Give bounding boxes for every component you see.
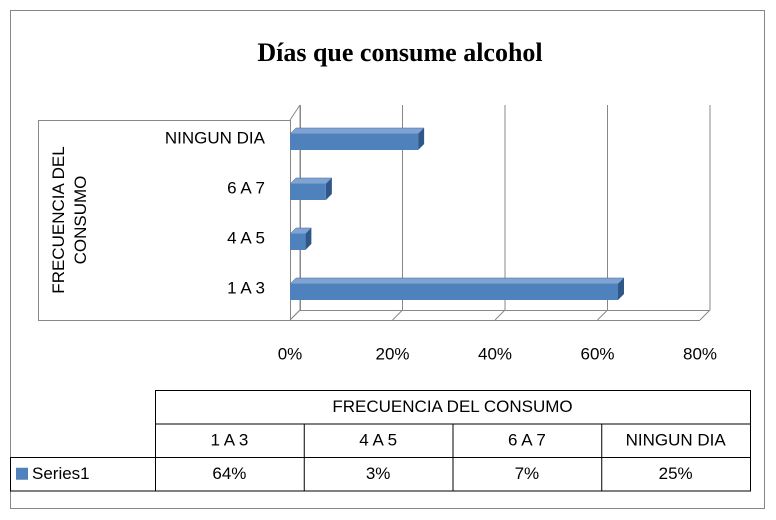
- table-value: 25%: [659, 464, 693, 483]
- x-tick-label: 60%: [580, 344, 614, 363]
- floor-grid-line: [699, 309, 711, 321]
- y-axis-title: FRECUENCIA DEL CONSUMO: [49, 146, 90, 294]
- y-tick-label: 4 A 5: [227, 228, 265, 247]
- bar-top: [289, 277, 625, 285]
- bar-side: [325, 178, 332, 200]
- table-border: [155, 390, 751, 492]
- y-tick-label: 1 A 3: [227, 278, 265, 297]
- table-category: 4 A 5: [359, 431, 397, 450]
- bar: [290, 134, 419, 150]
- bar-top: [289, 177, 333, 185]
- table-value: 3%: [366, 464, 391, 483]
- x-tick-label: 0%: [278, 344, 303, 363]
- floor-grid-line: [392, 309, 403, 321]
- table-category: 1 A 3: [210, 431, 248, 450]
- table-category: 6 A 7: [508, 431, 546, 450]
- floor-grid-line: [597, 309, 608, 321]
- legend-key: [16, 467, 28, 480]
- bar-top: [289, 127, 425, 135]
- table-value: 64%: [212, 464, 246, 483]
- table-header: FRECUENCIA DEL CONSUMO: [332, 397, 572, 416]
- chart-title: Días que consume alcohol: [257, 38, 542, 67]
- y-tick-label: 6 A 7: [227, 178, 265, 197]
- bar-side: [618, 278, 624, 300]
- y-tick-label: NINGUN DIA: [165, 128, 266, 147]
- bar: [290, 184, 326, 200]
- table-category: NINGUN DIA: [626, 431, 727, 450]
- legend-label: Series1: [32, 464, 90, 483]
- bar: [290, 284, 618, 300]
- floor-grid-line: [289, 309, 301, 321]
- x-tick-label: 20%: [375, 344, 409, 363]
- floor-grid-line: [494, 309, 506, 321]
- bar: [290, 234, 306, 250]
- chart-border: [10, 10, 765, 509]
- x-tick-label: 40%: [478, 344, 512, 363]
- table-border: [10, 457, 156, 492]
- bar-side: [305, 228, 312, 250]
- x-tick-label: 80%: [683, 344, 717, 363]
- table-value: 7%: [515, 464, 540, 483]
- bar-side: [418, 128, 425, 150]
